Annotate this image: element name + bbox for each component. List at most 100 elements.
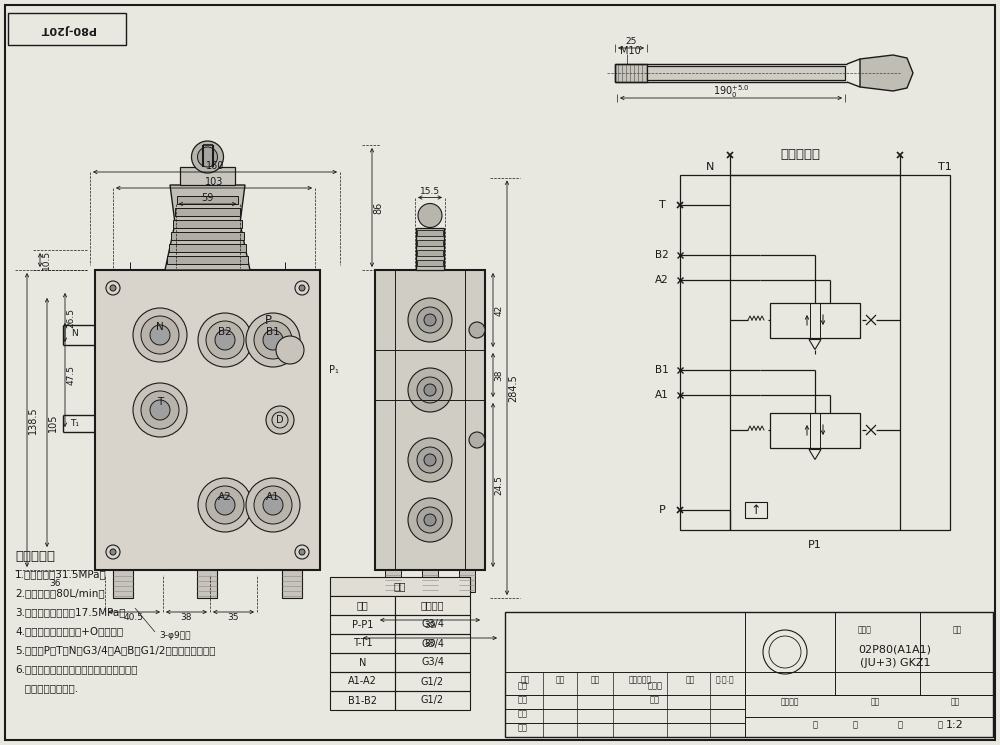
Circle shape [469, 432, 485, 448]
Circle shape [417, 507, 443, 533]
Bar [417, 250, 443, 256]
Text: 38: 38 [181, 613, 192, 623]
Bar [173, 220, 242, 228]
Text: 105: 105 [48, 413, 58, 432]
Text: 阀体: 阀体 [394, 582, 406, 592]
Bar [113, 570, 133, 598]
Text: A1: A1 [266, 492, 280, 502]
Circle shape [150, 325, 170, 345]
Bar [745, 502, 767, 518]
Text: P: P [264, 314, 272, 326]
Bar [330, 653, 395, 672]
Circle shape [246, 313, 300, 367]
Circle shape [299, 285, 305, 291]
Text: B2: B2 [218, 327, 232, 337]
Circle shape [424, 454, 436, 466]
Circle shape [206, 486, 244, 524]
Bar [395, 634, 470, 653]
Text: 比例: 比例 [950, 697, 960, 706]
Text: T: T [659, 200, 665, 210]
Circle shape [263, 495, 283, 515]
Bar [330, 634, 395, 653]
Circle shape [418, 203, 442, 227]
Text: N: N [156, 322, 164, 332]
Bar [177, 196, 238, 204]
Text: N: N [72, 329, 78, 337]
Text: G3/4: G3/4 [421, 638, 444, 648]
Text: 2.公称流量：80L/min；: 2.公称流量：80L/min； [15, 588, 105, 598]
Bar [417, 260, 443, 266]
Text: 35: 35 [228, 613, 239, 623]
Text: A2: A2 [655, 275, 669, 285]
Bar [422, 570, 438, 592]
Bar [505, 612, 993, 737]
Text: ↑: ↑ [751, 504, 761, 516]
Circle shape [408, 438, 452, 482]
Circle shape [469, 322, 485, 338]
Bar [385, 570, 401, 592]
Circle shape [417, 307, 443, 333]
Text: M10: M10 [620, 46, 640, 56]
Text: 39: 39 [424, 621, 436, 630]
Text: A1-A2: A1-A2 [348, 676, 377, 686]
Text: 38: 38 [494, 370, 504, 381]
Text: 螺纹规格: 螺纹规格 [421, 600, 444, 610]
Text: 86: 86 [373, 201, 383, 214]
Circle shape [133, 383, 187, 437]
Circle shape [141, 316, 179, 354]
Text: 张: 张 [938, 720, 942, 729]
Text: 40.5: 40.5 [124, 613, 144, 623]
Circle shape [215, 330, 235, 350]
Circle shape [424, 314, 436, 326]
Text: B1: B1 [266, 327, 280, 337]
Text: 1:2: 1:2 [946, 720, 964, 730]
Bar [180, 167, 235, 185]
Text: 设计: 设计 [518, 682, 528, 691]
Text: 80: 80 [424, 639, 436, 648]
Text: 重量: 重量 [870, 697, 880, 706]
Text: T: T [157, 397, 163, 407]
Bar [330, 577, 470, 596]
Text: B2: B2 [655, 250, 669, 260]
Bar [680, 175, 950, 530]
Text: 类型: 类型 [952, 626, 962, 635]
Circle shape [206, 321, 244, 359]
Circle shape [150, 400, 170, 420]
Circle shape [198, 313, 252, 367]
Bar [395, 691, 470, 710]
Text: 36: 36 [49, 580, 61, 589]
Text: 59: 59 [201, 193, 214, 203]
Text: P-P1: P-P1 [352, 620, 373, 630]
Text: P80-J20T: P80-J20T [39, 24, 95, 34]
Text: T-T1: T-T1 [353, 638, 372, 648]
Bar [395, 615, 470, 634]
Text: 284.5: 284.5 [508, 374, 518, 402]
Bar [416, 227, 444, 270]
Text: T1: T1 [938, 162, 952, 172]
Text: 24.5: 24.5 [494, 475, 504, 495]
Circle shape [266, 406, 294, 434]
Text: 液压原理图: 液压原理图 [780, 148, 820, 162]
Circle shape [215, 495, 235, 515]
Text: 3-φ9通孔: 3-φ9通孔 [159, 630, 191, 639]
Bar [417, 240, 443, 246]
Circle shape [424, 384, 436, 396]
Bar [197, 570, 217, 598]
Text: A2: A2 [218, 492, 232, 502]
Text: 02P80(A1A1): 02P80(A1A1) [858, 644, 932, 654]
Text: 6.阀体表面磷化处理，安全阀及塾堡镌锌，: 6.阀体表面磷化处理，安全阀及塾堡镌锌， [15, 664, 138, 674]
Bar [330, 691, 395, 710]
Circle shape [299, 549, 305, 555]
Text: P1: P1 [808, 540, 822, 550]
Text: 103: 103 [205, 177, 223, 187]
Bar [330, 615, 395, 634]
Text: 标准化: 标准化 [648, 682, 662, 691]
Text: G3/4: G3/4 [421, 620, 444, 630]
Circle shape [110, 549, 116, 555]
Circle shape [254, 321, 292, 359]
Circle shape [110, 285, 116, 291]
Circle shape [198, 147, 218, 167]
Bar [770, 413, 860, 448]
Text: 接口: 接口 [357, 600, 368, 610]
Text: 1.公称压力：31.5MPa；: 1.公称压力：31.5MPa； [15, 569, 107, 579]
